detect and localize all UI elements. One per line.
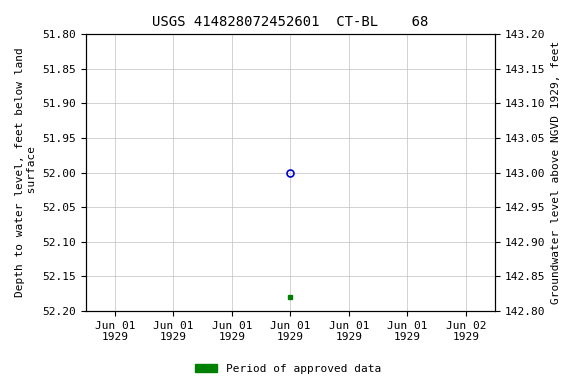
Title: USGS 414828072452601  CT-BL    68: USGS 414828072452601 CT-BL 68 [152, 15, 429, 29]
Y-axis label: Depth to water level, feet below land
 surface: Depth to water level, feet below land su… [15, 48, 37, 298]
Y-axis label: Groundwater level above NGVD 1929, feet: Groundwater level above NGVD 1929, feet [551, 41, 561, 304]
Legend: Period of approved data: Period of approved data [191, 359, 385, 379]
